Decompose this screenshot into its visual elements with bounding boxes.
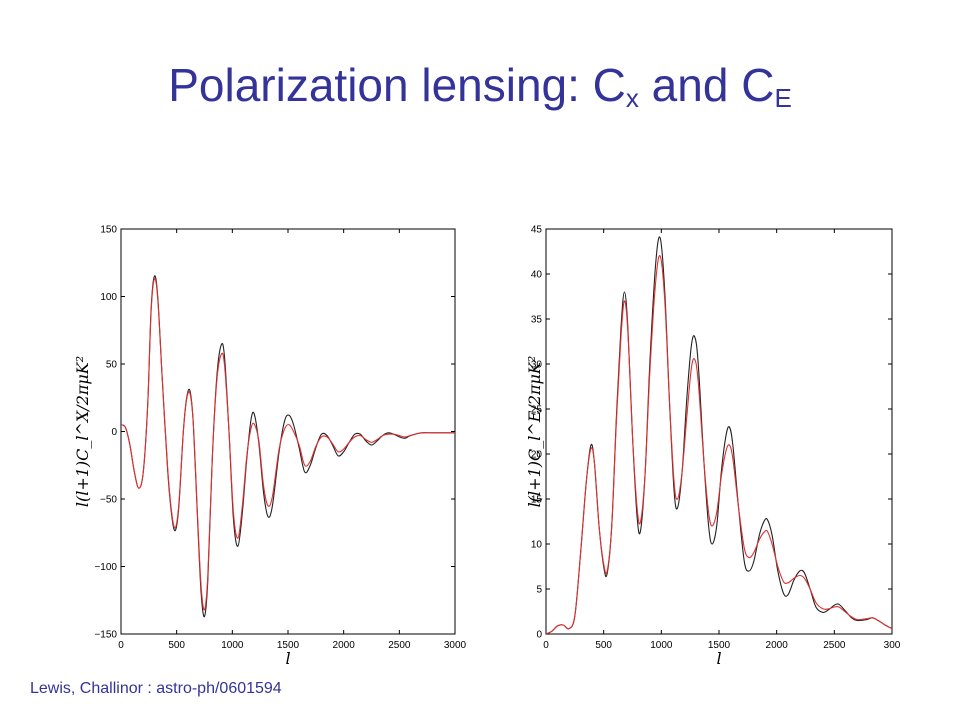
ce-x-tick-label: 1000 <box>650 640 673 651</box>
ce-y-tick-label: 15 <box>531 495 543 506</box>
cx-y-tick-label: 50 <box>106 360 118 371</box>
ce-x-tick-label: 2500 <box>823 640 846 651</box>
ce-y-tick-label: 35 <box>531 315 543 326</box>
cx-x-tick-label: 3000 <box>444 640 467 651</box>
ce-x-tick-label: 2000 <box>766 640 789 651</box>
cx-y-tick-label: −100 <box>94 562 117 573</box>
cx-y-tick-label: −150 <box>94 630 117 641</box>
ce-y-axis-label: l(l+1)C_l^E/2πμK² <box>525 356 544 508</box>
title-middle: and C <box>638 59 775 111</box>
cx-y-tick-label: 150 <box>100 225 117 236</box>
cx-y-tick-label: 100 <box>100 292 117 303</box>
cx-x-tick-label: 2000 <box>333 640 356 651</box>
ce-x-tick-label: 500 <box>595 640 612 651</box>
ce-lensed-curve <box>546 254 892 634</box>
cx-x-tick-label: 1500 <box>277 640 300 651</box>
ce-x-tick-label: 0 <box>543 640 549 651</box>
ce-y-tick-label: 10 <box>531 540 543 551</box>
citation: Lewis, Challinor : astro-ph/0601594 <box>30 680 282 697</box>
cx-x-axis-label: l <box>285 649 290 668</box>
cx-y-tick-label: 0 <box>111 427 117 438</box>
cx-x-tick-label: 0 <box>118 640 124 651</box>
ce-y-tick-label: 45 <box>531 225 543 236</box>
ce-x-tick-label: 300 <box>884 640 901 651</box>
ce-y-tick-label: 40 <box>531 270 543 281</box>
ce-unlensed-curve <box>546 236 892 634</box>
cx-x-tick-label: 500 <box>168 640 185 651</box>
title-subscript-e: E <box>774 83 792 113</box>
title-subscript-x: x <box>625 83 639 113</box>
ce-y-tick-label: 5 <box>536 585 542 596</box>
title-main: Polarization lensing: C <box>168 59 626 111</box>
ce-y-tick-label: 20 <box>531 450 543 461</box>
ce-y-tick-label: 30 <box>531 360 543 371</box>
cx-x-tick-label: 2500 <box>388 640 411 651</box>
ce-x-tick-label: 1500 <box>708 640 731 651</box>
ce-plot-frame <box>545 228 893 635</box>
cx-lensed-curve <box>121 277 455 611</box>
ce-y-tick-label: 25 <box>531 405 543 416</box>
cx-x-tick-label: 1000 <box>221 640 244 651</box>
ce-y-tick-label: 0 <box>536 630 542 641</box>
ce-x-axis-label: l <box>716 649 721 668</box>
slide-title: Polarization lensing: Cx and CE <box>0 58 960 114</box>
cx-y-tick-label: −50 <box>100 495 117 506</box>
cx-y-axis-label: l(l+1)C_l^X/2πμK² <box>73 356 92 507</box>
